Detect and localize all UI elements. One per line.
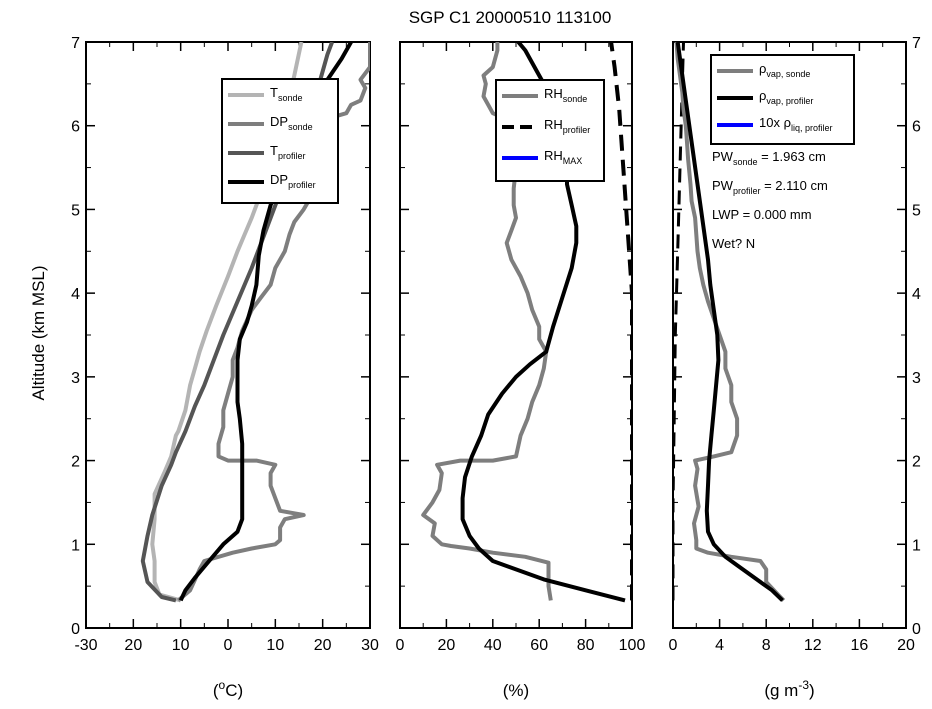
legend-label-rho_vap_profiler: ρvap, profiler <box>759 88 813 106</box>
legend-label-T_sonde: Tsonde <box>270 85 302 103</box>
x-tick-label: -30 <box>74 637 97 654</box>
legend-frame <box>221 78 339 204</box>
legend-label-rho_vap_sonde: ρvap, sonde <box>759 61 810 79</box>
legend-label-RH_sonde: RHsonde <box>544 86 587 104</box>
x-tick-label: 80 <box>577 637 595 654</box>
x-tick-label: 0 <box>669 637 678 654</box>
legend-label-rho_liq_profiler_x10: 10x ρliq, profiler <box>759 115 832 133</box>
y-tick-label-right: 7 <box>912 35 921 52</box>
x-tick-label: 0 <box>396 637 405 654</box>
x-tick-label: 0 <box>224 637 233 654</box>
y-tick-label: 0 <box>71 621 80 638</box>
y-tick-label: 5 <box>71 202 80 219</box>
series-line-rho_vap_profiler <box>675 42 784 602</box>
x-tick-label: 20 <box>314 637 332 654</box>
x-tick-label: 30 <box>361 637 379 654</box>
x-axis-label: (%) <box>503 681 529 700</box>
y-tick-label-right: 3 <box>912 370 921 387</box>
legend-label-DP_sonde: DPsonde <box>270 114 313 132</box>
y-tick-label: 1 <box>71 537 80 554</box>
legend-label-RH_profiler: RHprofiler <box>544 117 590 135</box>
chart-title: SGP C1 20000510 113100 <box>409 8 612 27</box>
x-tick-label: 40 <box>484 637 502 654</box>
y-tick-label: 6 <box>71 119 80 136</box>
y-tick-label-right: 2 <box>912 454 921 471</box>
legend-label-RH_MAX: RHMAX <box>544 148 582 166</box>
x-tick-label: 20 <box>124 637 142 654</box>
x-tick-label: 10 <box>266 637 284 654</box>
x-tick-label: 16 <box>851 637 869 654</box>
y-tick-label: 2 <box>71 454 80 471</box>
annotation-1: PWprofiler = 2.110 cm <box>712 178 828 196</box>
legend-label-T_profiler: Tprofiler <box>270 143 305 161</box>
legend-label-DP_profiler: DPprofiler <box>270 172 316 190</box>
annotation-3: Wet? N <box>712 236 755 251</box>
annotation-2: LWP = 0.000 mm <box>712 207 812 222</box>
y-tick-label: 4 <box>71 286 80 303</box>
x-tick-label: 4 <box>715 637 724 654</box>
y-tick-label-right: 4 <box>912 286 921 303</box>
y-tick-label: 7 <box>71 35 80 52</box>
x-tick-label: 8 <box>762 637 771 654</box>
x-tick-label: 12 <box>804 637 822 654</box>
series-layer <box>673 42 786 602</box>
y-tick-label-right: 0 <box>912 621 921 638</box>
legend: Tsonde DPsonde Tprofiler DPprofiler <box>221 78 339 204</box>
x-tick-label: 100 <box>619 637 646 654</box>
plots-layer: -30 20 10 0 10 20 3001234567(oC)TsondeDPsondeT… <box>71 35 921 700</box>
legend: ρvap, sonde ρvap, profiler 10x ρliq, profi… <box>710 54 855 145</box>
x-tick-label: 20 <box>897 637 915 654</box>
y-tick-label-right: 1 <box>912 537 921 554</box>
y-axis-label: Altitude (km MSL) <box>29 265 48 400</box>
x-tick-label: 60 <box>530 637 548 654</box>
panel-rh: 0 20 40 60 80 100 (%) RHsonde RHprofiler RHMAX <box>396 41 646 700</box>
x-axis-label: (g m-3) <box>764 678 814 700</box>
x-tick-label: 10 <box>172 637 190 654</box>
y-tick-label-right: 6 <box>912 119 921 136</box>
series-line-rho_vap_sonde <box>674 42 786 602</box>
legend: RHsonde RHprofiler RHMAX <box>495 79 605 182</box>
liquid-limit-line <box>673 42 685 601</box>
annotation-0: PWsonde = 1.963 cm <box>712 149 826 167</box>
x-tick-label: 20 <box>438 637 456 654</box>
x-axis-label: (oC) <box>213 678 243 700</box>
y-tick-label-right: 5 <box>912 202 921 219</box>
panel-temperature: -30 20 10 0 10 20 3001234567(oC)TsondeDPsondeT… <box>71 35 379 700</box>
rh-limit-line <box>609 42 632 601</box>
y-tick-label: 3 <box>71 370 80 387</box>
